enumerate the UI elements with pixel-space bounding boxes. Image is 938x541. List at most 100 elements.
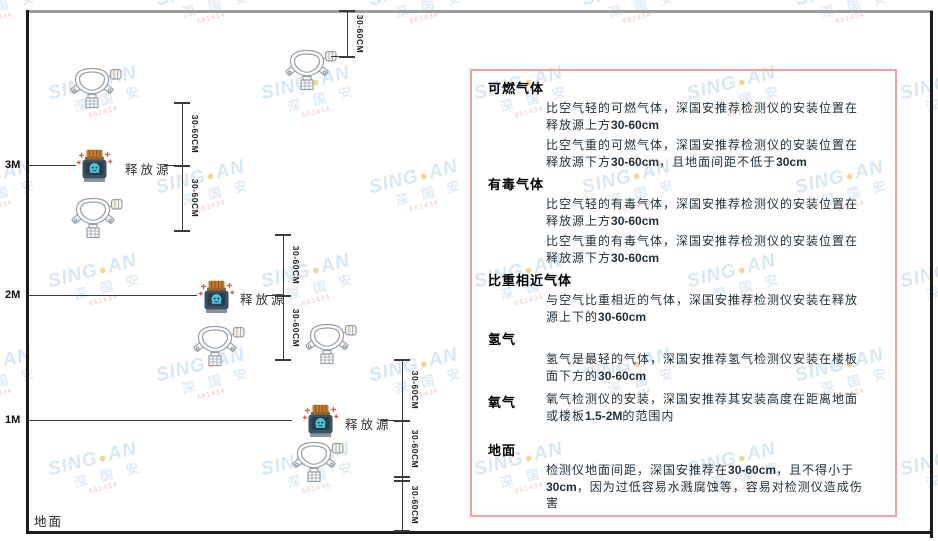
section-paragraph: 与空气比重相近的气体，深国安推荐检测仪安装在释放源上下的30-60cm xyxy=(546,292,868,325)
connector-line xyxy=(381,420,402,421)
release-source-label: 释放源 xyxy=(125,163,172,177)
paragraph-text: 氢气是最轻的气体，深国安推荐氢气检测仪安装在楼板面下方的 xyxy=(546,352,859,383)
gas-detector-icon xyxy=(70,65,122,109)
gas-detector-icon xyxy=(285,47,337,91)
section-paragraph: 氧气检测仪的安装，深国安推荐其安装高度在距离地面或楼板1.5-2M的范围内 xyxy=(546,391,868,424)
dimension-tick xyxy=(394,476,410,478)
measurement-value: 30cm xyxy=(546,479,577,494)
height-marker-label: 2M xyxy=(5,289,21,301)
gas-detector-icon xyxy=(292,439,344,483)
release-source-icon xyxy=(76,149,113,183)
paragraph-text: 与空气比重相近的气体，深国安推荐检测仪安装在释放源上下的 xyxy=(546,293,859,324)
measurement-value: 30-60cm xyxy=(611,154,660,169)
measurement-value: 30-60cm xyxy=(728,463,777,477)
dimension-tick xyxy=(174,102,190,104)
section-body: 与空气比重相近的气体，深国安推荐检测仪安装在释放源上下的30-60cm xyxy=(488,292,885,325)
right-wall-line xyxy=(930,11,933,538)
paragraph-text: 比空气重的可燃气体，深国安推荐检测仪的安装位置在释放源下方 xyxy=(546,138,859,169)
section-heading: 比重相近气体 xyxy=(488,273,573,288)
dimension-tick xyxy=(275,359,291,361)
panel-section: 可燃气体 比空气轻的可燃气体，深国安推荐检测仪的安装位置在释放源上方30-60cm… xyxy=(488,78,885,170)
info-panel: 可燃气体 比空气轻的可燃气体，深国安推荐检测仪的安装位置在释放源上方30-60cm… xyxy=(470,69,897,517)
dimension-tick xyxy=(275,234,291,236)
section-body: 比空气轻的有毒气体，深国安推荐检测仪的安装位置在释放源上方30-60cm 比空气重… xyxy=(488,196,885,266)
dimension-label: 30-60CM xyxy=(355,14,365,54)
release-source-label: 释放源 xyxy=(240,293,287,307)
section-paragraph: 检测仪地面间距，深国安推荐在30-60cm，且不得小于 30cm，因为过低容易水溅… xyxy=(546,462,868,512)
ceiling-line xyxy=(27,10,933,13)
measurement-value: 30-60cm xyxy=(611,250,660,265)
dimension-label: 30-60CM xyxy=(410,429,420,469)
section-paragraph: 氢气是最轻的气体，深国安推荐氢气检测仪安装在楼板面下方的30-60cm xyxy=(546,351,868,384)
height-marker-line xyxy=(29,295,197,296)
section-body: 检测仪地面间距，深国安推荐在30-60cm，且不得小于 30cm，因为过低容易水溅… xyxy=(488,462,885,512)
connector-line xyxy=(165,165,182,166)
panel-section: 比重相近气体与空气比重相近的气体，深国安推荐检测仪安装在释放源上下的30-60c… xyxy=(488,270,885,325)
section-body: 比空气轻的可燃气体，深国安推荐检测仪的安装位置在释放源上方30-60cm 比空气重… xyxy=(488,100,885,170)
dimension-label: 30-60CM xyxy=(410,485,420,525)
height-marker-label: 1M xyxy=(5,414,21,426)
dimension-label: 30-60CM xyxy=(291,308,301,348)
dimension-label: 30-60CM xyxy=(190,114,200,154)
ground-label: 地面 xyxy=(34,515,64,529)
section-body: 氢气是最轻的气体，深国安推荐氢气检测仪安装在楼板面下方的30-60cm xyxy=(488,351,885,384)
panel-section: 有毒气体 比空气轻的有毒气体，深国安推荐检测仪的安装位置在释放源上方30-60cm… xyxy=(488,174,885,266)
dimension-tick xyxy=(339,56,355,58)
release-source-icon xyxy=(198,280,235,314)
paragraph-text: ，因为过低容易水溅腐蚀等，容易对检测仪造成伤害 xyxy=(546,479,863,511)
section-heading: 氧气 xyxy=(488,395,517,410)
paragraph-text: ，且不得小于 xyxy=(776,463,855,477)
dimension-label: 30-60CM xyxy=(410,370,420,410)
dimension-line xyxy=(283,235,284,360)
release-source-icon xyxy=(302,404,339,438)
section-paragraph: 比空气轻的有毒气体，深国安推荐检测仪的安装位置在释放源上方30-60cm xyxy=(546,196,868,229)
dimension-tick xyxy=(174,230,190,232)
dimension-tick xyxy=(394,480,410,482)
dimension-tick xyxy=(275,295,291,297)
ground-line xyxy=(26,531,933,534)
section-heading: 有毒气体 xyxy=(488,177,545,192)
left-wall-line xyxy=(26,10,29,534)
height-marker-line xyxy=(29,420,292,421)
dimension-line xyxy=(402,360,403,531)
measurement-value: 1.5-2M xyxy=(585,408,623,423)
paragraph-text: 的范围内 xyxy=(622,408,675,423)
height-marker-label: 3M xyxy=(5,159,21,171)
dimension-tick xyxy=(339,10,355,12)
section-heading: 地面 xyxy=(488,443,517,458)
section-body: 氧气检测仪的安装，深国安推荐其安装高度在距离地面或楼板1.5-2M的范围内 xyxy=(546,388,885,428)
panel-section: 氢气氢气是最轻的气体，深国安推荐氢气检测仪安装在楼板面下方的30-60cm xyxy=(488,329,885,384)
section-paragraph: 比空气重的有毒气体，深国安推荐检测仪的安装位置在释放源下方30-60cm xyxy=(546,233,868,266)
panel-section: 地面检测仪地面间距，深国安推荐在30-60cm，且不得小于 30cm，因为过低容易… xyxy=(488,440,885,512)
dimension-label: 30-60CM xyxy=(291,245,301,285)
measurement-value: 30cm xyxy=(776,154,807,169)
measurement-value: 30-60cm xyxy=(611,213,660,228)
dimension-tick xyxy=(394,420,410,422)
dimension-tick xyxy=(394,359,410,361)
release-source-label: 释放源 xyxy=(345,418,392,432)
gas-detector-icon xyxy=(71,195,123,239)
measurement-value: 30-60cm xyxy=(598,309,647,324)
paragraph-text: 比空气轻的可燃气体，深国安推荐检测仪的安装位置在释放源上方 xyxy=(546,101,859,132)
paragraph-text: ，且地面间距不低于 xyxy=(659,154,777,169)
section-heading: 可燃气体 xyxy=(488,81,545,96)
measurement-value: 30-60cm xyxy=(598,368,647,383)
dimension-tick xyxy=(174,165,190,167)
paragraph-text: 氧气检测仪的安装，深国安推荐其安装高度在距离地面或楼板 xyxy=(546,392,859,423)
gas-detector-icon xyxy=(305,321,357,365)
panel-section: 氧气 氧气检测仪的安装，深国安推荐其安装高度在距离地面或楼板1.5-2M的范围内 xyxy=(488,388,885,428)
section-paragraph: 比空气重的可燃气体，深国安推荐检测仪的安装位置在释放源下方30-60cm，且地面… xyxy=(546,137,868,170)
section-paragraph: 比空气轻的可燃气体，深国安推荐检测仪的安装位置在释放源上方30-60cm xyxy=(546,100,868,133)
paragraph-text: 比空气轻的有毒气体，深国安推荐检测仪的安装位置在释放源上方 xyxy=(546,197,859,228)
height-marker-line xyxy=(29,165,76,166)
connector-line xyxy=(331,56,354,57)
paragraph-text: 比空气重的有毒气体，深国安推荐检测仪的安装位置在释放源下方 xyxy=(546,234,859,265)
dimension-tick xyxy=(394,530,410,532)
dimension-line xyxy=(347,11,348,57)
paragraph-text: 检测仪地面间距，深国安推荐在 xyxy=(546,463,729,477)
panel-sections: 可燃气体 比空气轻的可燃气体，深国安推荐检测仪的安装位置在释放源上方30-60cm… xyxy=(488,78,885,512)
section-heading: 氢气 xyxy=(488,332,517,347)
gas-detector-icon xyxy=(193,323,245,367)
